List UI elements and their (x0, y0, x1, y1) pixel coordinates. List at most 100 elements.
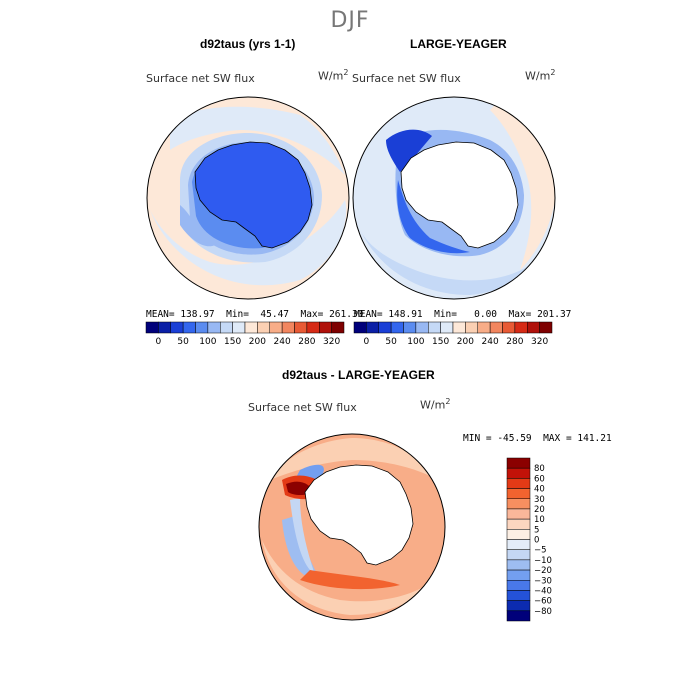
colorbar-tick-label: 320 (531, 337, 548, 347)
colorbar-swatch (306, 321, 320, 334)
colorbar-tick-label: 40 (534, 485, 545, 495)
stats-mean: MEAN= 148.91 (354, 309, 423, 320)
colorbar-swatch (465, 321, 478, 334)
colorbar-swatch (506, 590, 531, 601)
colorbar-swatch (294, 321, 308, 334)
colorbar-swatch (506, 457, 531, 469)
colorbar-obs: 0 50 100 150 200 240 280 320 (353, 321, 553, 347)
colorbar-tick-label: −60 (534, 597, 552, 607)
stats-model: MEAN= 138.97 Min= 45.47 Max= 261.30 (146, 309, 363, 320)
map-border-obs (352, 96, 556, 300)
colorbar-swatch (428, 321, 441, 334)
stats-min: Min= 45.47 (226, 309, 290, 320)
stats-obs: MEAN= 148.91 Min= 0.00 Max= 201.37 (354, 309, 571, 320)
colorbar-swatch (506, 580, 531, 591)
diff-stats: MIN = -45.59 MAX = 141.21 (463, 433, 612, 444)
colorbar-swatch (506, 488, 531, 499)
colorbar-swatch (539, 321, 553, 334)
colorbar-model: 0 50 100 150 200 240 280 320 (145, 321, 345, 347)
colorbar-swatch (353, 321, 367, 334)
colorbar-swatch (506, 569, 531, 581)
colorbar-swatch (403, 321, 417, 334)
colorbar-swatch (378, 321, 392, 334)
colorbar-tick-label: 280 (506, 337, 523, 347)
colorbar-tick-label: −40 (534, 586, 552, 596)
units-label-diff: W/m2 (420, 397, 451, 412)
colorbar-swatch (232, 321, 246, 334)
colorbar-tick-label: 5 (534, 525, 539, 535)
colorbar-swatch (506, 518, 531, 530)
colorbar-tick-label: −10 (534, 556, 552, 566)
colorbar-tick-label: 320 (323, 337, 340, 347)
colorbar-swatch (390, 321, 404, 334)
colorbar-tick-label: 10 (534, 515, 545, 525)
stats-mean: MEAN= 138.97 (146, 309, 215, 320)
colorbar-tick-label: 50 (177, 337, 189, 347)
colorbar-tick-label: 0 (156, 337, 162, 347)
colorbar-swatch (506, 467, 531, 479)
colorbar-swatch (207, 321, 221, 334)
panel-title-model: d92taus (yrs 1-1) (200, 37, 296, 51)
colorbar-swatch (506, 600, 531, 612)
colorbar-swatch (506, 539, 531, 550)
panel-title-diff: d92taus - LARGE-YEAGER (282, 368, 435, 382)
map-border-model (146, 96, 350, 300)
colorbar-swatch (440, 321, 454, 334)
units-label-model: W/m2 (318, 68, 349, 83)
map-panel-obs (353, 97, 555, 299)
colorbar-tick-label: 200 (249, 337, 266, 347)
colorbar-swatch (244, 321, 258, 334)
colorbar-swatch (195, 321, 209, 334)
variable-label-diff: Surface net SW flux (248, 401, 357, 414)
colorbar-tick-label: 80 (534, 464, 545, 474)
colorbar-tick-label: 240 (482, 337, 499, 347)
colorbar-swatch (506, 610, 531, 622)
colorbar-tick-label: 200 (457, 337, 474, 347)
colorbar-tick-label: 240 (274, 337, 291, 347)
colorbar-swatch (220, 321, 233, 334)
colorbar-swatch (145, 321, 159, 334)
colorbar-swatch (281, 321, 295, 334)
colorbar-tick-label: −20 (534, 566, 552, 576)
colorbar-tick-label: 100 (199, 337, 216, 347)
colorbar-swatch (477, 321, 491, 334)
colorbar-swatch (514, 321, 528, 334)
colorbar-swatch (182, 321, 196, 334)
colorbar-tick-label: 100 (407, 337, 424, 347)
colorbar-tick-label: 50 (385, 337, 397, 347)
colorbar-swatch (158, 321, 171, 334)
colorbar-tick-label: 150 (224, 337, 241, 347)
panel-title-obs: LARGE-YEAGER (410, 37, 507, 51)
colorbar-tick-label: −30 (534, 576, 552, 586)
colorbar-swatch (170, 321, 184, 334)
colorbar-swatch (366, 321, 379, 334)
colorbar-tick-label: 30 (534, 495, 545, 505)
stats-min: Min= 0.00 (434, 309, 498, 320)
variable-label-model: Surface net SW flux (146, 72, 255, 85)
colorbar-swatch (506, 508, 531, 520)
colorbar-swatch (506, 529, 531, 540)
colorbar-tick-label: −5 (534, 546, 547, 556)
colorbar-tick-label: 60 (534, 474, 545, 484)
colorbar-swatch (331, 321, 345, 334)
colorbar-tick-label: −80 (534, 607, 552, 617)
season-title: DJF (330, 8, 370, 33)
colorbar-swatch (506, 478, 531, 489)
variable-label-obs: Surface net SW flux (352, 72, 461, 85)
colorbar-tick-label: 150 (432, 337, 449, 347)
map-panel-model (147, 97, 349, 299)
units-label-obs: W/m2 (525, 68, 556, 83)
colorbar-swatch (452, 321, 466, 334)
stats-max: Max= 261.30 (300, 309, 364, 320)
map-border-diff (258, 433, 446, 621)
colorbar-tick-label: 20 (534, 505, 545, 515)
colorbar-swatch (506, 549, 531, 561)
stats-max: Max= 201.37 (508, 309, 572, 320)
colorbar-swatch (527, 321, 540, 334)
colorbar-swatch (257, 321, 270, 334)
colorbar-swatch (506, 498, 531, 510)
colorbar-tick-label: 0 (364, 337, 370, 347)
colorbar-swatch (489, 321, 503, 334)
